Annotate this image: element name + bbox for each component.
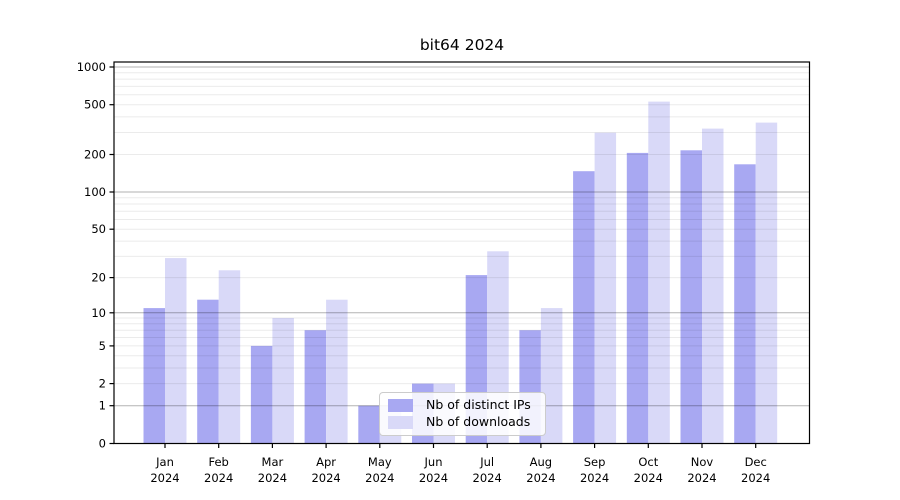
x-tick-label-oct: Oct (638, 455, 658, 469)
x-tick-label-apr: Apr (316, 455, 336, 469)
bar-distinct-ips-sep (573, 171, 595, 444)
legend-label-distinct-ips: Nb of distinct IPs (426, 397, 531, 413)
legend: Nb of distinct IPs Nb of downloads (379, 392, 546, 436)
y-tick-label-0: 0 (99, 437, 106, 451)
bar-downloads-nov (702, 128, 724, 444)
x-tick-label-jun: Jun (424, 455, 443, 469)
x-tick-year-may: 2024 (365, 471, 394, 485)
x-tick-label-dec: Dec (745, 455, 767, 469)
x-tick-year-sep: 2024 (580, 471, 609, 485)
x-tick-label-feb: Feb (209, 455, 229, 469)
y-tick-label-2: 2 (99, 377, 106, 391)
y-tick-label-200: 200 (84, 148, 106, 162)
x-tick-year-mar: 2024 (258, 471, 287, 485)
bar-distinct-ips-jan (143, 308, 165, 444)
y-tick-label-100: 100 (84, 185, 106, 199)
y-tick-label-50: 50 (91, 222, 106, 236)
bar-distinct-ips-dec (734, 164, 756, 444)
x-tick-year-dec: 2024 (741, 471, 770, 485)
bar-downloads-oct (648, 101, 670, 444)
legend-swatch-distinct-ips (388, 399, 413, 412)
bar-distinct-ips-nov (680, 150, 702, 444)
y-tick-label-1000: 1000 (77, 60, 106, 74)
x-tick-label-jan: Jan (155, 455, 174, 469)
y-tick-label-500: 500 (84, 98, 106, 112)
x-tick-year-jan: 2024 (150, 471, 179, 485)
x-tick-year-oct: 2024 (634, 471, 663, 485)
x-tick-label-nov: Nov (691, 455, 714, 469)
legend-item-distinct-ips: Nb of distinct IPs (388, 399, 545, 412)
x-tick-year-jul: 2024 (473, 471, 502, 485)
legend-label-downloads: Nb of downloads (426, 414, 531, 430)
y-tick-label-20: 20 (91, 271, 106, 285)
x-tick-label-sep: Sep (584, 455, 606, 469)
x-tick-label-aug: Aug (530, 455, 552, 469)
chart-title: bit64 2024 (419, 36, 505, 54)
bar-distinct-ips-mar (250, 345, 273, 444)
bar-downloads-feb (218, 270, 241, 444)
bar-downloads-dec (755, 122, 778, 444)
y-tick-label-5: 5 (99, 339, 106, 353)
x-tick-year-feb: 2024 (204, 471, 233, 485)
bar-downloads-mar (272, 318, 294, 444)
x-axis: Jan 2024 Feb 2024 Mar 2024 Apr 2024 May 2024 Jun 20… (150, 443, 770, 485)
x-tick-year-jun: 2024 (419, 471, 448, 485)
y-tick-label-10: 10 (91, 306, 106, 320)
y-tick-label-1: 1 (99, 399, 106, 413)
axes-frame (113, 61, 811, 445)
x-tick-year-aug: 2024 (526, 471, 555, 485)
legend-swatch-downloads (388, 416, 413, 429)
gridlines-minor (114, 72, 810, 385)
x-tick-year-apr: 2024 (311, 471, 340, 485)
bar-downloads-apr (326, 299, 348, 444)
bar-downloads-aug (540, 308, 563, 444)
x-tick-label-jul: Jul (479, 455, 494, 469)
x-tick-label-may: May (368, 455, 392, 469)
y-axis: 0 1 2 5 10 20 50 100 200 500 1000 (77, 60, 114, 451)
bar-distinct-ips-apr (304, 330, 327, 444)
bar-distinct-ips-may (358, 405, 380, 444)
bar-downloads-jan (165, 258, 187, 444)
x-tick-year-nov: 2024 (687, 471, 716, 485)
legend-item-downloads: Nb of downloads (388, 416, 545, 429)
bar-distinct-ips-oct (626, 152, 649, 444)
bar-downloads-sep (594, 132, 617, 444)
x-tick-label-mar: Mar (262, 455, 284, 469)
bar-distinct-ips-feb (197, 299, 219, 444)
